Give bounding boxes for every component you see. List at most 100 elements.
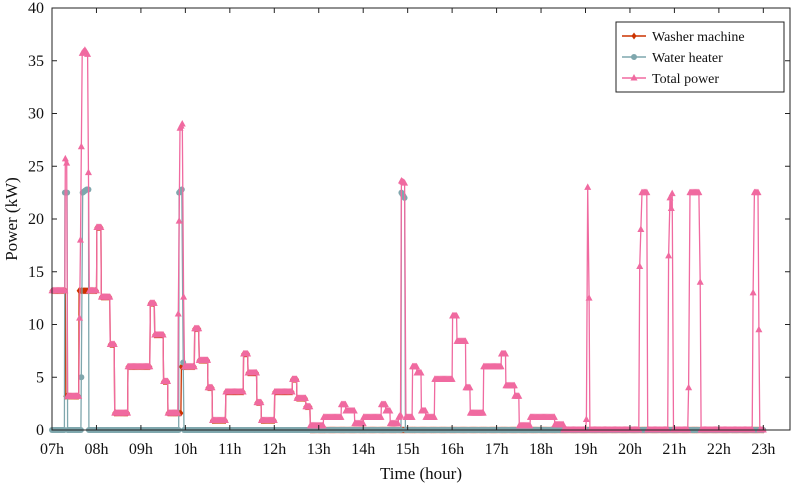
x-tick-label: 11h <box>218 441 241 458</box>
x-tick-label: 14h <box>351 441 375 458</box>
data-point <box>668 189 676 197</box>
data-point <box>61 154 69 162</box>
data-point <box>180 293 188 300</box>
y-tick-label: 25 <box>28 158 44 175</box>
series-water-heater <box>49 186 767 433</box>
x-tick-label: 07h <box>40 441 64 458</box>
x-tick-label: 21h <box>662 441 686 458</box>
data-point <box>288 388 296 395</box>
legend-entry: Washer machine <box>622 30 745 45</box>
data-point <box>666 193 674 201</box>
data-point <box>685 383 693 391</box>
data-point <box>394 419 402 427</box>
data-point <box>748 426 756 433</box>
data-point <box>377 413 385 420</box>
data-point <box>204 356 212 363</box>
plot-area <box>48 46 767 434</box>
data-point <box>585 294 593 301</box>
data-point <box>510 381 518 389</box>
series-line <box>52 49 764 431</box>
data-point <box>244 350 252 357</box>
data-point <box>430 413 438 420</box>
data-point <box>63 159 71 166</box>
data-point <box>559 420 567 428</box>
data-point <box>337 413 345 420</box>
x-tick-label: 17h <box>485 441 509 458</box>
x-axis-title: Time (hour) <box>380 464 462 483</box>
data-point <box>754 188 762 196</box>
data-point <box>635 426 643 433</box>
data-point <box>684 426 692 433</box>
data-point <box>253 369 261 376</box>
x-tick-label: 12h <box>262 441 286 458</box>
data-point <box>301 394 309 401</box>
data-point <box>270 416 278 424</box>
y-tick-label: 5 <box>36 369 44 386</box>
data-point <box>515 392 523 399</box>
legend-entry: Total power <box>622 72 719 87</box>
data-point <box>306 402 314 410</box>
x-tick-label: 19h <box>573 441 597 458</box>
x-tick-label: 13h <box>307 441 331 458</box>
data-point <box>453 312 461 319</box>
x-tick-label: 23h <box>751 441 775 458</box>
data-point <box>749 288 757 296</box>
data-point <box>386 407 394 414</box>
data-point <box>479 409 487 416</box>
data-point <box>75 392 83 399</box>
data-point <box>636 262 644 269</box>
data-point <box>696 278 704 285</box>
x-tick-label: 08h <box>84 441 108 458</box>
data-point <box>175 217 183 224</box>
data-point <box>319 421 327 429</box>
y-tick-label: 10 <box>28 317 44 334</box>
y-tick-label: 30 <box>28 106 44 123</box>
data-point <box>110 340 118 348</box>
data-point <box>665 251 673 259</box>
legend-label: Washer machine <box>652 30 745 45</box>
data-point <box>664 426 672 433</box>
data-point <box>174 309 182 317</box>
series-line <box>52 226 764 431</box>
data-point <box>239 388 247 395</box>
data-point <box>421 407 429 414</box>
legend: Washer machine Water heater Total power <box>615 21 785 93</box>
data-point <box>97 223 105 230</box>
legend-entry: Water heater <box>622 51 723 66</box>
data-point <box>497 362 505 370</box>
y-tick-label: 20 <box>28 211 44 228</box>
legend-swatch-marker <box>631 32 637 40</box>
data-point <box>178 120 186 127</box>
data-point <box>124 409 132 416</box>
y-tick-label: 35 <box>28 53 44 70</box>
data-point <box>190 362 198 370</box>
x-tick-label: 18h <box>529 441 553 458</box>
y-axis-title: Power (kW) <box>2 177 21 261</box>
data-point <box>408 413 416 420</box>
legend-label: Total power <box>652 72 719 87</box>
x-tick-label: 15h <box>396 441 420 458</box>
data-point <box>106 293 114 300</box>
data-point <box>448 375 456 382</box>
data-point <box>146 362 154 370</box>
data-point <box>77 142 85 150</box>
data-point <box>350 407 358 414</box>
legend-swatch-marker <box>631 54 637 60</box>
series-line <box>52 188 764 431</box>
data-point <box>695 188 703 196</box>
data-point <box>526 421 534 429</box>
data-point <box>397 411 405 418</box>
data-point <box>208 383 216 391</box>
data-point <box>550 413 558 420</box>
data-point <box>159 331 167 338</box>
data-point <box>637 225 645 233</box>
y-tick-label: 40 <box>28 0 44 17</box>
legend-label: Water heater <box>652 51 723 66</box>
data-point <box>667 204 675 211</box>
data-point <box>466 383 474 391</box>
data-point <box>293 375 301 382</box>
series-total-power <box>48 46 767 433</box>
